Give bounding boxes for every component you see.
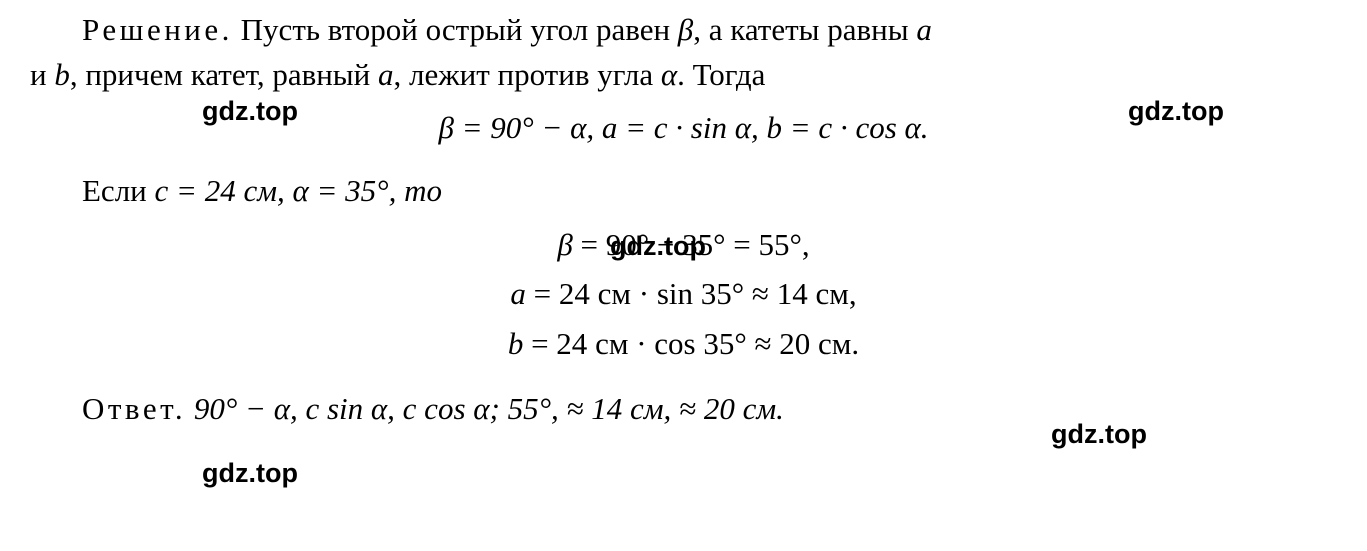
if-values: c = 24 см, α = 35°, то [155, 173, 442, 208]
watermark: gdz.top [202, 92, 298, 131]
unit: см [818, 326, 851, 361]
text: , лежит против угла [393, 57, 660, 92]
text: . Тогда [677, 57, 765, 92]
text: , причем катет, равный [70, 57, 378, 92]
unit: см [815, 276, 848, 311]
var: b [508, 326, 524, 361]
text: Если [82, 173, 155, 208]
watermark: gdz.top [202, 454, 298, 493]
calc: · sin 35° ≈ 14 [631, 276, 815, 311]
formula-text: β = 90° − α, a = c · sin α, b = c · cos … [438, 110, 928, 145]
solution-paragraph: Решение. Пусть второй острый угол равен … [30, 8, 1337, 53]
var-a: a [916, 12, 932, 47]
var-alpha: α [661, 57, 677, 92]
var: a [510, 276, 526, 311]
text: Пусть второй острый угол равен [233, 12, 678, 47]
solution-label: Решение. [82, 12, 233, 47]
calc: , [849, 276, 857, 311]
answer-label: Ответ. [82, 391, 186, 426]
unit: см [598, 276, 631, 311]
answer-text: 90° − α, c sin α, c cos α; 55°, ≈ 14 см,… [186, 391, 784, 426]
b-calc: b = 24 см · cos 35° ≈ 20 см. [30, 319, 1337, 369]
unit: см [595, 326, 628, 361]
var-a: a [378, 57, 394, 92]
var-beta: β [678, 12, 693, 47]
calc: · cos 35° ≈ 20 [628, 326, 818, 361]
watermark: gdz.top [610, 227, 706, 266]
a-calc: a = 24 см · sin 35° ≈ 14 см, [30, 269, 1337, 319]
watermark: gdz.top [1128, 92, 1224, 131]
calc: = 24 [523, 326, 595, 361]
var: β [557, 227, 572, 262]
var-b: b [54, 57, 70, 92]
watermark: gdz.top [1051, 415, 1147, 454]
page-root: gdz.top gdz.top gdz.top gdz.top gdz.top … [0, 0, 1367, 551]
text: , а катеты равны [693, 12, 916, 47]
if-clause: Если c = 24 см, α = 35°, то [30, 169, 1337, 214]
calc: = 24 [526, 276, 598, 311]
calc: . [851, 326, 859, 361]
text: и [30, 57, 54, 92]
